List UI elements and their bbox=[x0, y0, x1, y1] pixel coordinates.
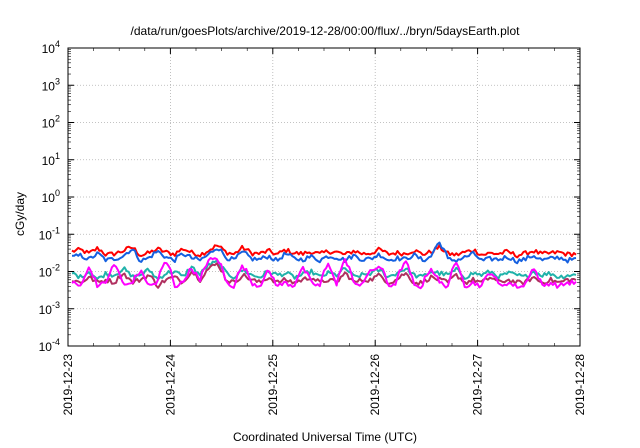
x-tick-label: 2019-12-23 bbox=[61, 354, 75, 416]
series-line-3 bbox=[71, 259, 577, 281]
y-tick-label: 103 bbox=[42, 76, 60, 93]
chart-title: /data/run/goesPlots/archive/2019-12-28/0… bbox=[131, 24, 521, 38]
x-tick-labels: 2019-12-23 2019-12-24 2019-12-25 2019-12-26… bbox=[61, 354, 587, 416]
y-tick-label: 10-4 bbox=[39, 337, 60, 354]
y-axis-label: cGy/day bbox=[13, 192, 27, 236]
y-tick-label: 101 bbox=[42, 151, 60, 168]
y-tick-label: 10-1 bbox=[39, 225, 60, 242]
y-tick-label: 100 bbox=[42, 188, 60, 205]
x-tick-label: 2019-12-25 bbox=[266, 354, 280, 416]
series-line-1 bbox=[71, 244, 577, 259]
x-axis-label: Coordinated Universal Time (UTC) bbox=[233, 430, 417, 444]
x-tick-label: 2019-12-27 bbox=[471, 354, 485, 416]
y-tick-label: 102 bbox=[42, 114, 60, 131]
series-line-5 bbox=[71, 257, 577, 290]
y-tick-label: 104 bbox=[42, 39, 60, 56]
x-tick-label: 2019-12-26 bbox=[368, 354, 382, 416]
series-line-2 bbox=[72, 241, 577, 265]
ticks bbox=[67, 47, 581, 347]
x-tick-label: 2019-12-28 bbox=[573, 354, 587, 416]
y-tick-label: 10-2 bbox=[39, 263, 60, 280]
x-tick-label: 2019-12-24 bbox=[163, 354, 177, 416]
series-layer bbox=[71, 241, 577, 290]
series-line-4 bbox=[71, 262, 577, 289]
y-tick-labels: 10-4 10-3 10-2 10-1 100 101 102 103 104 bbox=[39, 39, 60, 354]
grid bbox=[68, 48, 580, 346]
y-tick-label: 10-3 bbox=[39, 300, 60, 317]
